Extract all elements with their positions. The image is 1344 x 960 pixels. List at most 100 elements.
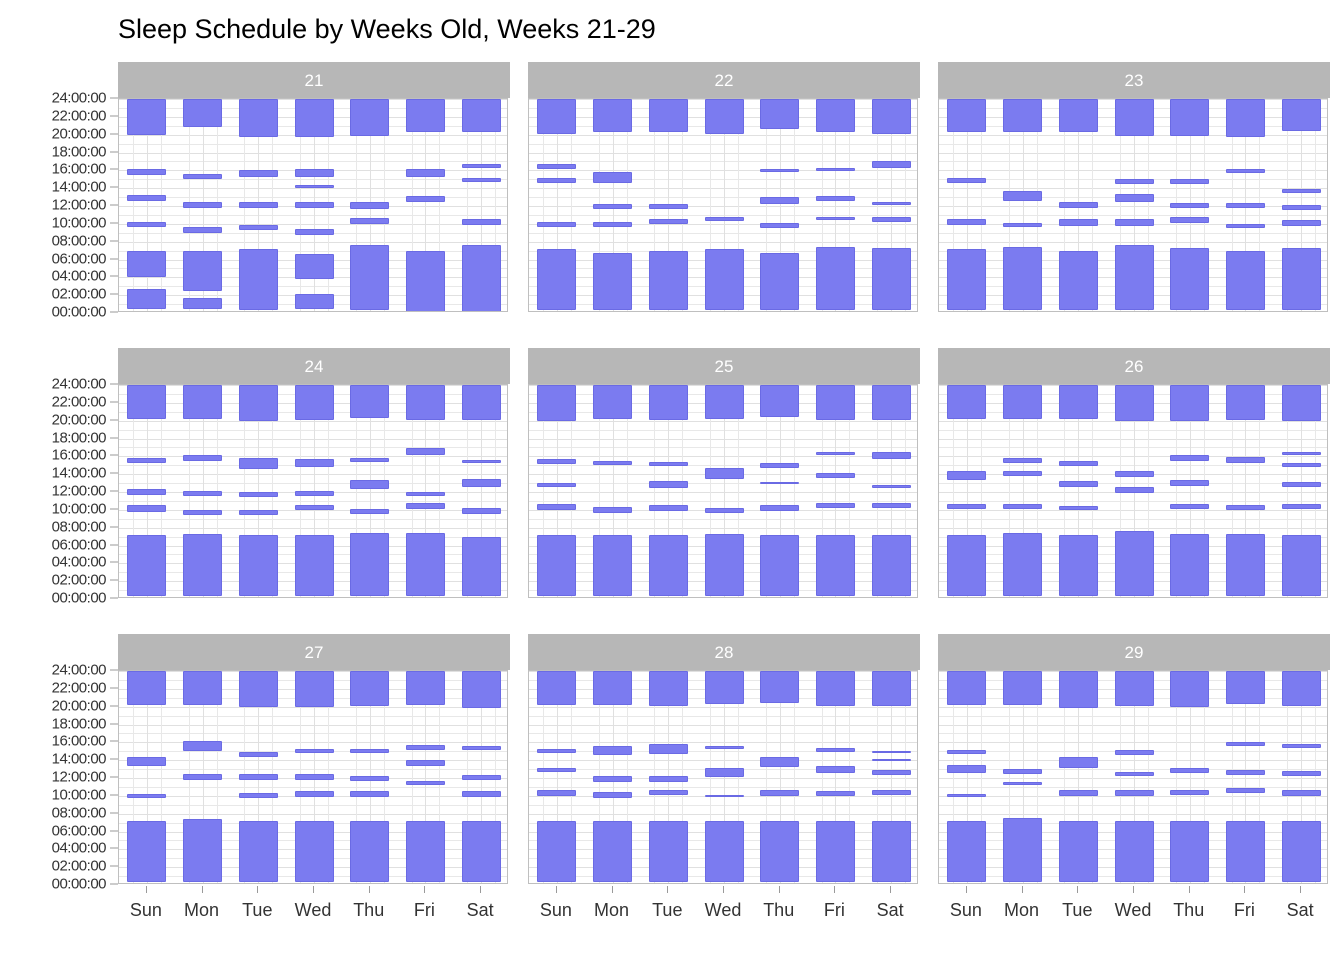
sleep-bar bbox=[1170, 99, 1210, 136]
sleep-bar bbox=[704, 671, 744, 704]
y-tick-label: 24:00:00 bbox=[51, 661, 107, 679]
sleep-bar bbox=[1003, 503, 1043, 509]
y-tick-label: 12:00:00 bbox=[51, 196, 107, 214]
sleep-bar bbox=[127, 505, 167, 512]
sleep-bar bbox=[1225, 457, 1265, 463]
sleep-bar bbox=[294, 774, 334, 780]
y-tick-mark bbox=[110, 222, 118, 224]
x-tick-label: Fri bbox=[413, 900, 435, 920]
sleep-bar bbox=[537, 768, 577, 772]
sleep-bar bbox=[461, 791, 501, 797]
sleep-bar bbox=[350, 218, 390, 224]
gridline-v bbox=[557, 385, 558, 597]
gridline-h bbox=[529, 707, 917, 708]
sleep-bar bbox=[238, 248, 278, 311]
gridline-v bbox=[627, 385, 628, 597]
gridline-h bbox=[529, 716, 917, 717]
y-tick-label: 10:00:00 bbox=[51, 214, 107, 232]
y-tick-label: 06:00:00 bbox=[51, 250, 107, 267]
sleep-bar bbox=[704, 794, 744, 798]
sleep-bar bbox=[461, 478, 501, 487]
sleep-bar bbox=[593, 820, 633, 883]
sleep-bar bbox=[1058, 385, 1098, 419]
gridline-v bbox=[481, 99, 482, 311]
gridline-h bbox=[119, 197, 507, 198]
y-tick-mark bbox=[110, 472, 118, 474]
gridline-v bbox=[557, 671, 558, 883]
sleep-bar bbox=[127, 820, 167, 883]
sleep-bar bbox=[350, 480, 390, 490]
sleep-bar bbox=[815, 451, 855, 455]
y-tick-label: 00:00:00 bbox=[51, 589, 107, 607]
sleep-bar bbox=[1225, 769, 1265, 776]
sleep-bar bbox=[1281, 247, 1321, 311]
gridline-h bbox=[529, 188, 917, 189]
gridline-h bbox=[939, 439, 1327, 440]
gridline-h bbox=[939, 778, 1327, 779]
y-tick-mark bbox=[110, 454, 118, 456]
gridline-h bbox=[529, 161, 917, 162]
gridline-h bbox=[119, 769, 507, 770]
sleep-bar bbox=[461, 245, 501, 311]
y-tick-mark bbox=[110, 204, 118, 206]
gridline-h bbox=[119, 144, 507, 145]
x-tick-label: Tue bbox=[242, 900, 273, 920]
y-tick-mark bbox=[110, 526, 118, 528]
sleep-bar bbox=[760, 505, 800, 511]
gridline-v bbox=[822, 671, 823, 883]
sleep-bar bbox=[704, 216, 744, 222]
gridline-v bbox=[780, 99, 781, 311]
gridline-h bbox=[119, 519, 507, 520]
sleep-bar bbox=[704, 768, 744, 778]
sleep-bar bbox=[461, 820, 501, 883]
sleep-bar bbox=[127, 756, 167, 767]
x-tick-mark bbox=[667, 886, 669, 893]
sleep-bar bbox=[461, 508, 501, 515]
plot-area-27 bbox=[118, 670, 508, 884]
sleep-bar bbox=[183, 173, 223, 180]
sleep-bar bbox=[294, 169, 334, 177]
y-tick-mark bbox=[110, 508, 118, 510]
x-tick-label: Fri bbox=[1233, 900, 1255, 920]
sleep-bar bbox=[127, 534, 167, 597]
sleep-bar bbox=[871, 216, 911, 223]
y-tick-label: 12:00:00 bbox=[51, 768, 107, 786]
plot-area-25 bbox=[528, 384, 918, 598]
y-tick-mark bbox=[110, 275, 118, 277]
gridline-v bbox=[425, 385, 426, 597]
sleep-bar bbox=[1114, 771, 1154, 777]
x-tick-mark bbox=[890, 886, 892, 893]
sleep-bar bbox=[760, 462, 800, 468]
sleep-bar bbox=[871, 160, 911, 168]
sleep-bar bbox=[1114, 194, 1154, 202]
gridline-v bbox=[439, 99, 440, 311]
facet-strip-29: 29 bbox=[938, 634, 1330, 670]
gridline-h bbox=[529, 760, 917, 761]
facet-strip-23: 23 bbox=[938, 62, 1330, 98]
gridline-v bbox=[571, 385, 572, 597]
gridline-h bbox=[119, 501, 507, 502]
sleep-bar bbox=[294, 294, 334, 310]
gridline-h bbox=[529, 144, 917, 145]
y-tick-label: 06:00:00 bbox=[51, 536, 107, 553]
gridline-v bbox=[710, 99, 711, 311]
facet-row: 27 00:00:00 02:00:00 04:00:00 06:00:00 08:00:… bbox=[0, 634, 1344, 920]
gridline-v bbox=[1037, 99, 1038, 311]
gridline-v bbox=[1301, 99, 1302, 311]
x-tick-mark bbox=[555, 886, 557, 893]
x-tick-mark bbox=[1077, 886, 1079, 893]
y-tick-mark bbox=[110, 240, 118, 242]
x-tick-mark bbox=[778, 886, 780, 893]
gridline-v bbox=[314, 385, 315, 597]
gridline-v bbox=[1287, 99, 1288, 311]
facet-panel-29: 29 bbox=[938, 634, 1330, 910]
sleep-bar bbox=[294, 254, 334, 280]
plot-area-29 bbox=[938, 670, 1328, 884]
sleep-bar bbox=[537, 820, 577, 883]
gridline-v bbox=[1204, 385, 1205, 597]
gridline-v bbox=[439, 385, 440, 597]
gridline-v bbox=[425, 99, 426, 311]
sleep-bar bbox=[461, 671, 501, 708]
x-tick-label: Sat bbox=[876, 900, 904, 920]
sleep-bar bbox=[1058, 506, 1098, 510]
